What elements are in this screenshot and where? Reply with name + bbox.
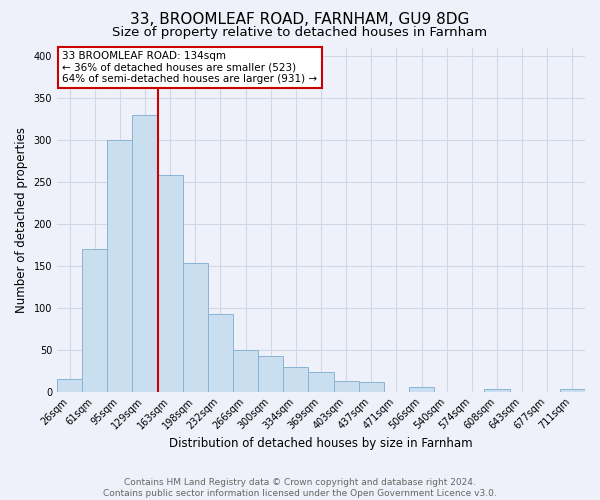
Bar: [283, 368, 308, 392]
Bar: [183, 263, 208, 392]
Text: 33, BROOMLEAF ROAD, FARNHAM, GU9 8DG: 33, BROOMLEAF ROAD, FARNHAM, GU9 8DG: [130, 12, 470, 28]
Text: Contains HM Land Registry data © Crown copyright and database right 2024.
Contai: Contains HM Land Registry data © Crown c…: [103, 478, 497, 498]
Bar: [258, 356, 283, 392]
Text: 33 BROOMLEAF ROAD: 134sqm
← 36% of detached houses are smaller (523)
64% of semi: 33 BROOMLEAF ROAD: 134sqm ← 36% of detac…: [62, 51, 317, 84]
Bar: [57, 379, 82, 392]
Bar: [208, 314, 233, 392]
Bar: [133, 114, 158, 392]
Bar: [334, 381, 359, 392]
Bar: [82, 249, 107, 392]
Bar: [560, 389, 585, 392]
Y-axis label: Number of detached properties: Number of detached properties: [15, 126, 28, 312]
Bar: [107, 140, 133, 392]
Bar: [484, 389, 509, 392]
Bar: [233, 350, 258, 392]
Bar: [409, 388, 434, 392]
Bar: [359, 382, 384, 392]
Bar: [158, 175, 183, 392]
X-axis label: Distribution of detached houses by size in Farnham: Distribution of detached houses by size …: [169, 437, 473, 450]
Bar: [308, 372, 334, 392]
Text: Size of property relative to detached houses in Farnham: Size of property relative to detached ho…: [112, 26, 488, 39]
